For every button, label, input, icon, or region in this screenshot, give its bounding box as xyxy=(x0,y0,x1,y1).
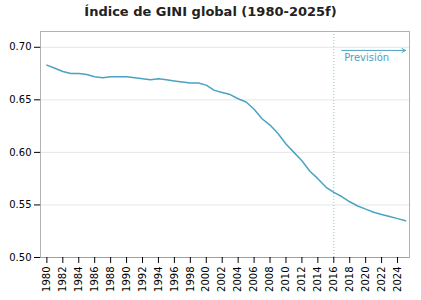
svg-text:2022: 2022 xyxy=(376,267,387,292)
svg-text:0.55: 0.55 xyxy=(9,199,31,210)
svg-text:2010: 2010 xyxy=(280,267,291,292)
svg-text:0.50: 0.50 xyxy=(9,252,31,263)
svg-text:1992: 1992 xyxy=(137,267,148,292)
svg-text:2000: 2000 xyxy=(200,267,211,292)
svg-text:1982: 1982 xyxy=(57,267,68,292)
svg-text:1988: 1988 xyxy=(105,267,116,292)
svg-text:0.70: 0.70 xyxy=(9,41,31,52)
svg-text:1994: 1994 xyxy=(153,267,164,292)
svg-text:1986: 1986 xyxy=(89,267,100,292)
svg-text:2012: 2012 xyxy=(296,267,307,292)
svg-text:2004: 2004 xyxy=(232,267,243,292)
svg-text:2006: 2006 xyxy=(248,267,259,292)
svg-text:2020: 2020 xyxy=(360,267,371,292)
svg-text:2018: 2018 xyxy=(344,267,355,292)
svg-text:2008: 2008 xyxy=(264,267,275,292)
html-text:Índice de GINI global (1980-20: Índice de GINI global (1980-2025f) xyxy=(84,4,337,19)
svg-text:0.60: 0.60 xyxy=(9,147,31,158)
svg-text:2016: 2016 xyxy=(328,267,339,292)
svg-text:2024: 2024 xyxy=(392,267,403,292)
svg-text:Previsión: Previsión xyxy=(344,52,389,63)
svg-text:1984: 1984 xyxy=(73,267,84,292)
svg-text:1990: 1990 xyxy=(121,267,132,292)
svg-text:1980: 1980 xyxy=(41,267,52,292)
svg-text:2002: 2002 xyxy=(216,267,227,292)
svg-text:2014: 2014 xyxy=(312,267,323,292)
svg-text:0.65: 0.65 xyxy=(9,94,31,105)
svg-text:1996: 1996 xyxy=(169,267,180,292)
svg-text:1998: 1998 xyxy=(185,267,196,292)
